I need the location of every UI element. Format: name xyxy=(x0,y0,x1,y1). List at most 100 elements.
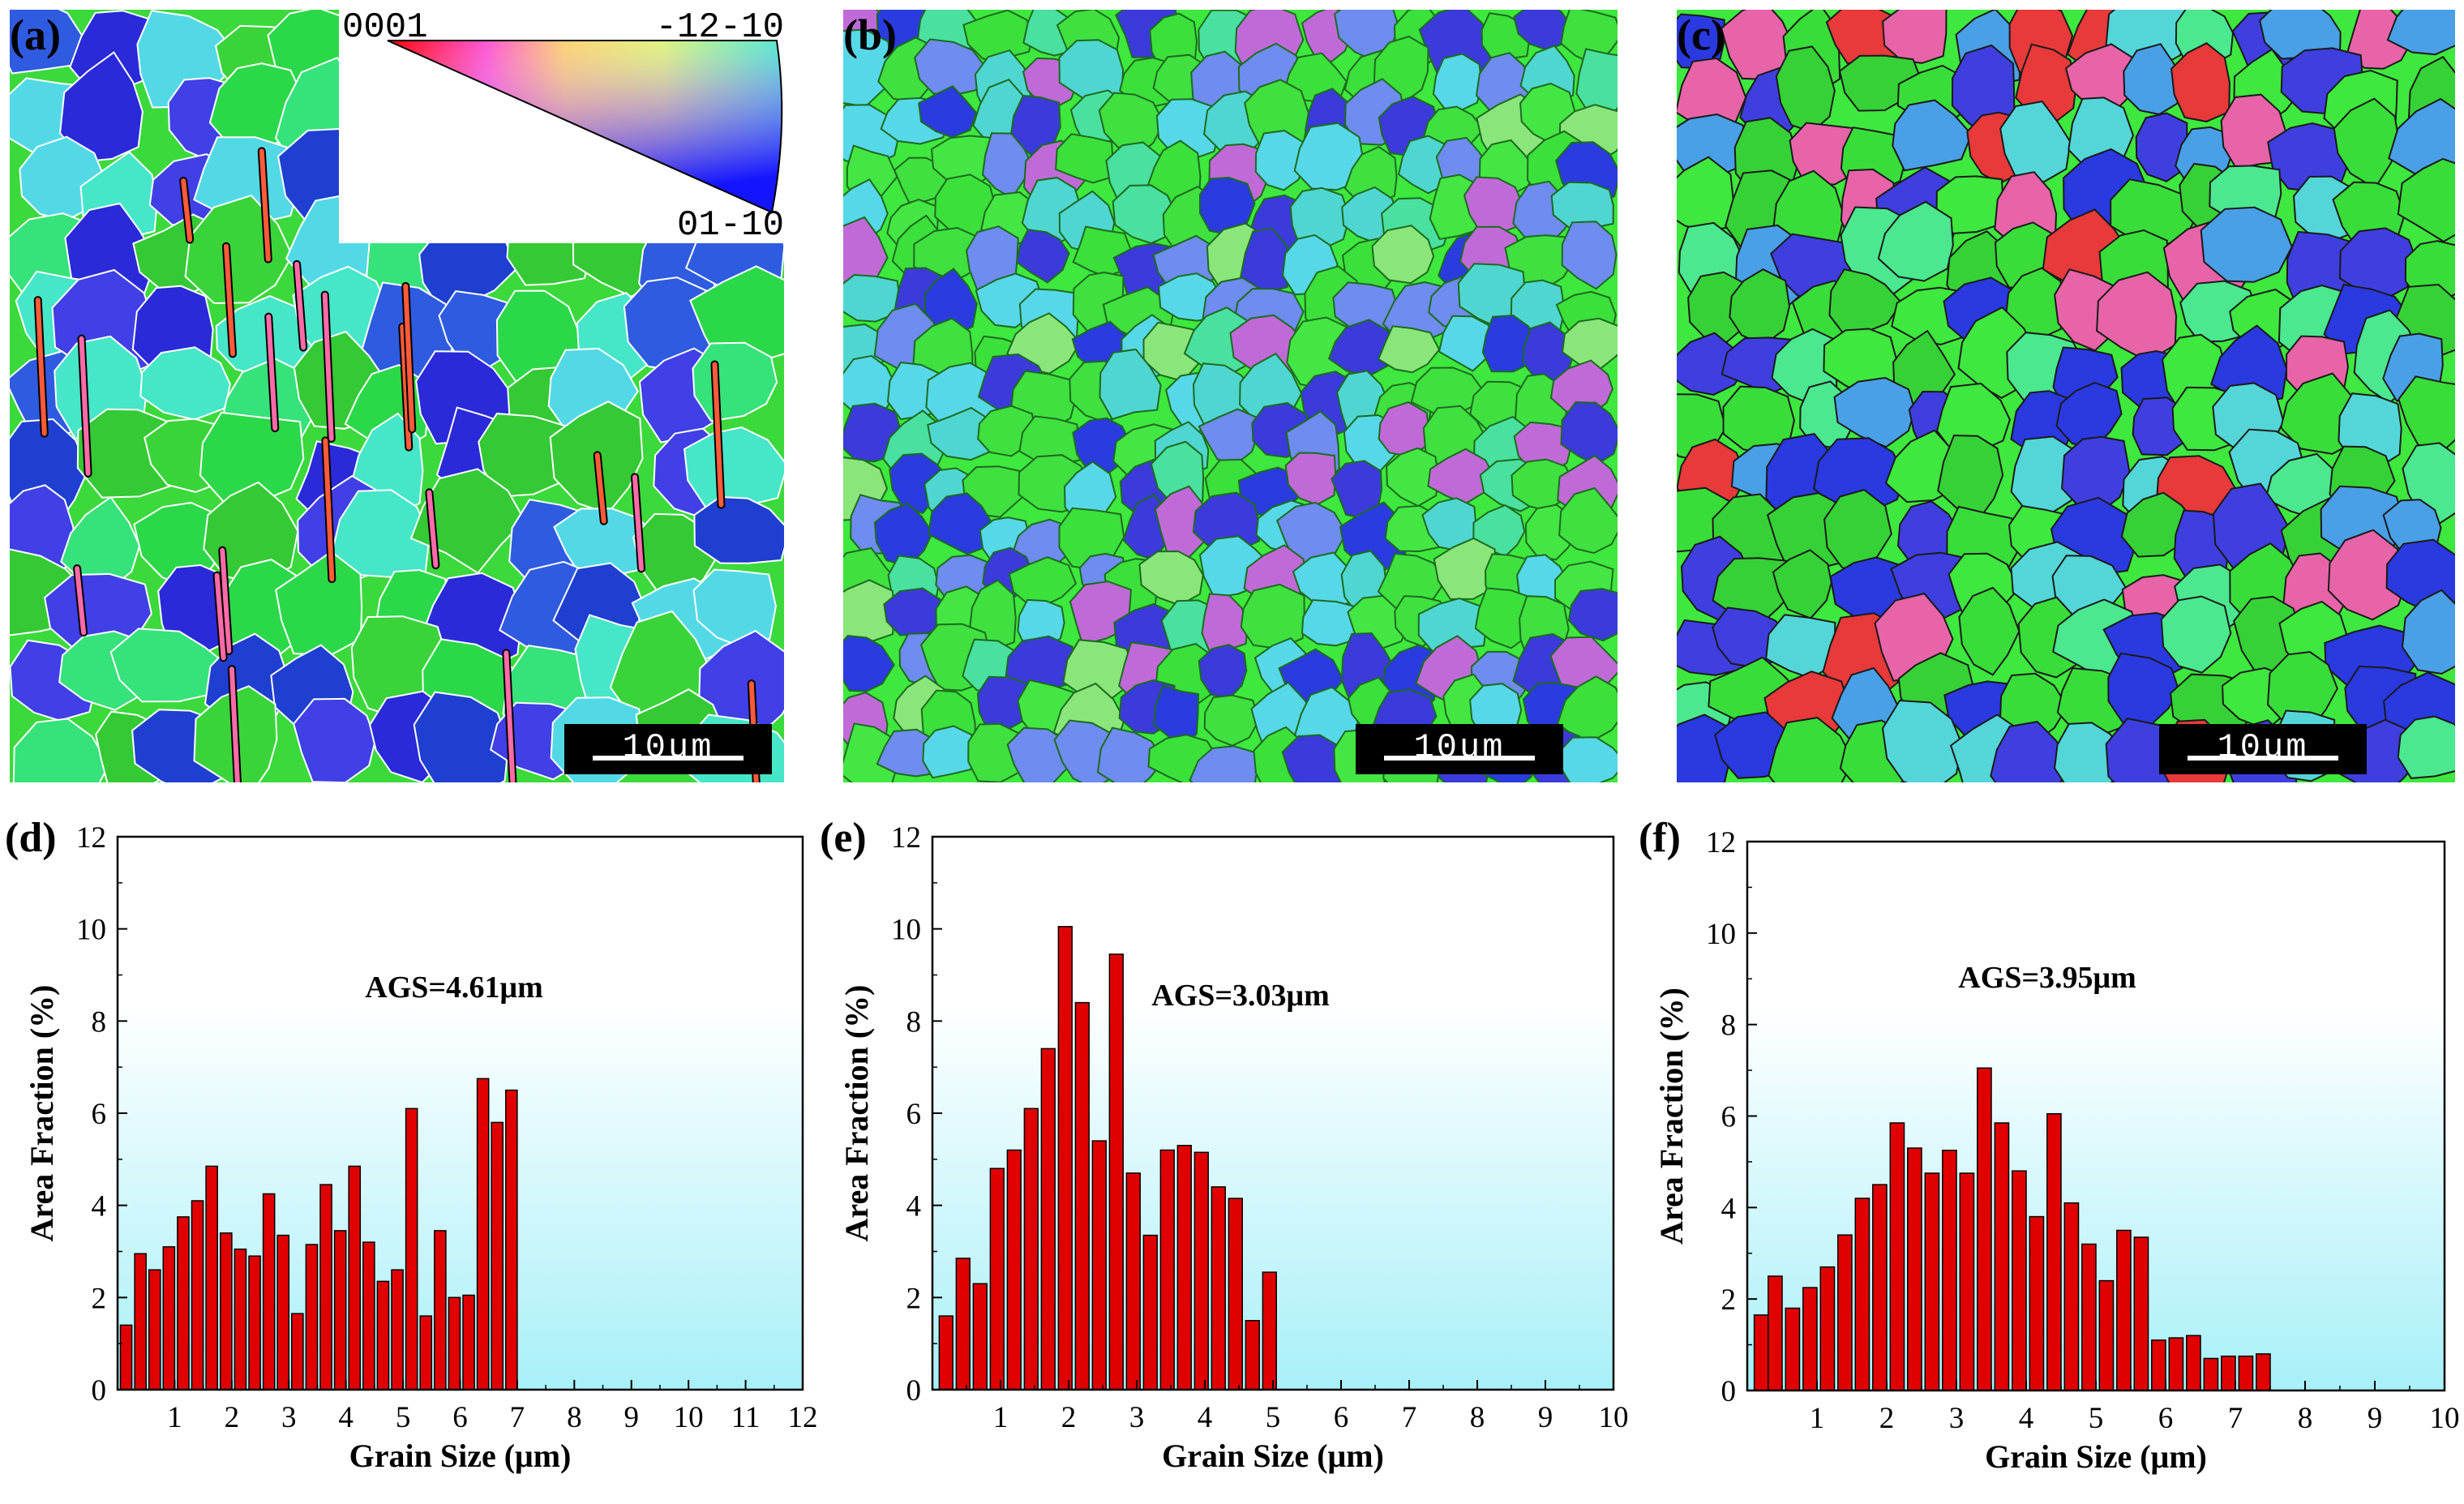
histogram-bar xyxy=(419,1315,433,1390)
grain xyxy=(1289,186,1351,251)
grain xyxy=(2123,43,2192,116)
panel-label: (f) xyxy=(1639,815,1681,861)
histogram-bar xyxy=(2203,1357,2219,1391)
grain xyxy=(1935,175,2004,234)
grain xyxy=(1567,588,1618,642)
grain xyxy=(1474,587,1533,649)
histogram-bar xyxy=(405,1108,418,1390)
grain xyxy=(2386,10,2455,56)
ipf-label-01-10: 01-10 xyxy=(676,205,784,246)
scale-bar-b: 10um xyxy=(1356,724,1563,774)
ipf-color-legend: 0001 -12-10 01-10 xyxy=(339,10,784,243)
panel-label: (d) xyxy=(5,815,57,861)
grain xyxy=(2170,42,2230,122)
grain xyxy=(843,579,896,644)
y-tick-label: 10 xyxy=(891,914,921,947)
twin-band xyxy=(181,178,193,242)
histogram-bar xyxy=(505,1089,518,1390)
y-tick-label: 2 xyxy=(1721,1283,1737,1317)
twin-band xyxy=(35,298,47,436)
scale-bar-label: 10um xyxy=(622,728,714,767)
twin-band xyxy=(294,261,306,350)
grain xyxy=(1561,221,1618,290)
grain xyxy=(12,718,110,782)
y-tick-label: 0 xyxy=(92,1374,107,1408)
twin-band xyxy=(229,666,240,782)
histogram-bar xyxy=(220,1232,233,1390)
histogram-bar xyxy=(1959,1172,1975,1391)
grain xyxy=(1062,639,1136,705)
histogram-bar xyxy=(1924,1172,1940,1391)
x-tick-label: 5 xyxy=(396,1401,411,1434)
histogram-bar xyxy=(191,1200,204,1390)
x-tick-label: 12 xyxy=(788,1401,818,1434)
grain xyxy=(1301,598,1361,647)
x-tick-label: 5 xyxy=(1266,1401,1281,1434)
grain xyxy=(1284,452,1337,506)
grain xyxy=(1112,184,1177,245)
grain xyxy=(199,411,305,503)
x-tick-label: 8 xyxy=(567,1401,582,1434)
grain xyxy=(409,468,526,575)
histogram-bar xyxy=(291,1313,304,1390)
histogram-bar xyxy=(938,1315,953,1390)
histogram-bar xyxy=(1211,1186,1226,1390)
ags-annotation: AGS=3.95μm xyxy=(1958,961,2136,995)
ipf-label-0001: 0001 xyxy=(342,7,428,48)
x-tick-label: 8 xyxy=(2298,1402,2313,1435)
grain xyxy=(10,10,84,75)
grain xyxy=(843,28,893,108)
histogram-d: 0 2 4 6 8 10 12 1 2 3 4 5 6 7 8 9 10 11 12 Grain Size (μm) A… xyxy=(0,811,819,1500)
x-tick-label: 1 xyxy=(993,1401,1009,1434)
histogram-bar xyxy=(2168,1337,2184,1391)
x-axis-title: Grain Size (μm) xyxy=(1162,1438,1384,1474)
grain xyxy=(1558,486,1618,555)
grain xyxy=(1371,225,1435,285)
grain xyxy=(981,132,1034,199)
panel-label: (e) xyxy=(820,815,867,861)
grain xyxy=(2398,375,2455,451)
grain xyxy=(1937,434,2004,521)
y-tick-label: 6 xyxy=(906,1098,922,1131)
histogram-bar xyxy=(205,1165,218,1390)
y-tick-label: 2 xyxy=(92,1282,107,1315)
histogram-bar xyxy=(1074,1001,1090,1390)
x-tick-label: 6 xyxy=(2158,1402,2174,1435)
y-tick-label: 4 xyxy=(906,1190,922,1223)
histogram-bar xyxy=(2256,1353,2271,1391)
x-tick-label: 4 xyxy=(1198,1401,1213,1434)
twin-band xyxy=(403,283,415,432)
histogram-bar xyxy=(448,1296,461,1390)
histogram-bar xyxy=(1819,1266,1836,1391)
grain xyxy=(1438,315,1498,372)
panel-label-a: (a) xyxy=(10,11,61,59)
x-tick-label: 1 xyxy=(167,1401,182,1434)
histogram-bar xyxy=(1125,1172,1141,1390)
grain xyxy=(1055,133,1114,184)
histogram-bar xyxy=(2238,1355,2254,1391)
grain xyxy=(2054,722,2123,782)
histogram-bar xyxy=(1753,1314,1769,1391)
grain xyxy=(1327,319,1400,378)
x-tick-label: 4 xyxy=(338,1401,354,1434)
histogram-bar xyxy=(391,1269,404,1390)
grain xyxy=(2327,529,2410,621)
grain xyxy=(1677,332,1748,396)
y-tick-label: 2 xyxy=(906,1282,922,1315)
histogram-bar xyxy=(134,1253,147,1390)
histogram-bar xyxy=(148,1269,161,1390)
scale-bar-label: 10um xyxy=(2217,728,2309,767)
scale-bar-c: 10um xyxy=(2159,724,2367,774)
grain xyxy=(1463,176,1525,235)
grain xyxy=(1561,317,1618,371)
grain xyxy=(1203,694,1260,747)
twin-band xyxy=(223,243,235,357)
histogram-bar xyxy=(319,1184,332,1390)
histogram-bar xyxy=(376,1280,390,1390)
y-axis-title: Area Fraction (%) xyxy=(24,985,60,1242)
panel-label-c: (c) xyxy=(1677,11,1725,59)
twin-band xyxy=(712,362,724,508)
grain xyxy=(2200,206,2293,283)
